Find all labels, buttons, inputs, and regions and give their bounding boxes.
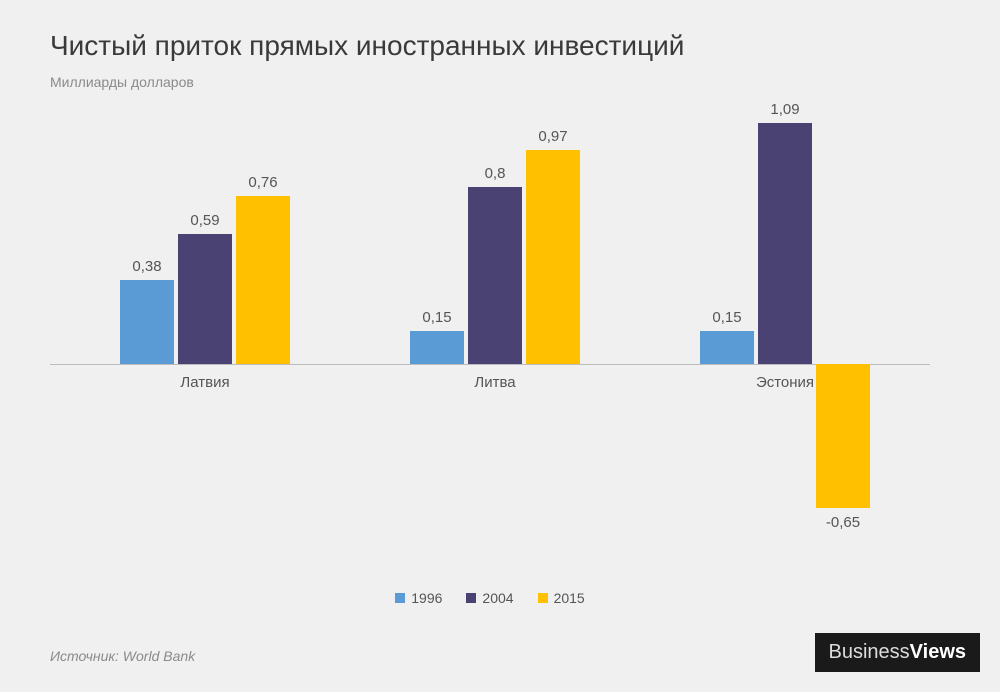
chart-title: Чистый приток прямых иностранных инвести… <box>50 30 950 62</box>
legend-swatch <box>538 593 548 603</box>
bar <box>758 123 812 364</box>
bar <box>236 196 290 364</box>
chart-legend: 1996 2004 2015 <box>50 590 930 606</box>
bar <box>816 364 870 508</box>
bar-value-label: 0,59 <box>190 212 219 229</box>
category-label: Эстония <box>756 374 814 391</box>
legend-swatch <box>466 593 476 603</box>
bar-value-label: 0,15 <box>422 309 451 326</box>
bar <box>410 331 464 364</box>
logo-part2: Views <box>910 641 966 663</box>
chart-plot-area: Латвия 0,38 0,59 0,76 Литва 0,15 0,8 0,97 Эстони… <box>50 110 930 530</box>
chart-container: Чистый приток прямых иностранных инвести… <box>0 0 1000 692</box>
bar <box>700 331 754 364</box>
chart-subtitle: Миллиарды долларов <box>50 74 950 90</box>
legend-label: 2004 <box>482 590 513 606</box>
bar-value-label: 0,97 <box>538 128 567 145</box>
bar <box>120 280 174 364</box>
legend-label: 2015 <box>554 590 585 606</box>
category-label: Латвия <box>180 374 229 391</box>
chart-baseline <box>50 364 930 365</box>
source-text: Источник: World Bank <box>50 648 195 664</box>
legend-item: 2004 <box>466 590 513 606</box>
bar-value-label: 0,38 <box>132 258 161 275</box>
bar-value-label: 0,8 <box>485 165 506 182</box>
bar <box>178 234 232 364</box>
legend-item: 1996 <box>395 590 442 606</box>
bar-value-label: 0,15 <box>712 309 741 326</box>
category-label: Литва <box>474 374 515 391</box>
bar <box>468 187 522 364</box>
logo-part1: Business <box>829 641 910 663</box>
bar-value-label: 1,09 <box>770 101 799 118</box>
bar-value-label: 0,76 <box>248 174 277 191</box>
legend-swatch <box>395 593 405 603</box>
bar <box>526 150 580 364</box>
legend-label: 1996 <box>411 590 442 606</box>
legend-item: 2015 <box>538 590 585 606</box>
logo-badge: BusinessViews <box>815 633 981 672</box>
bar-value-label: -0,65 <box>826 514 860 531</box>
